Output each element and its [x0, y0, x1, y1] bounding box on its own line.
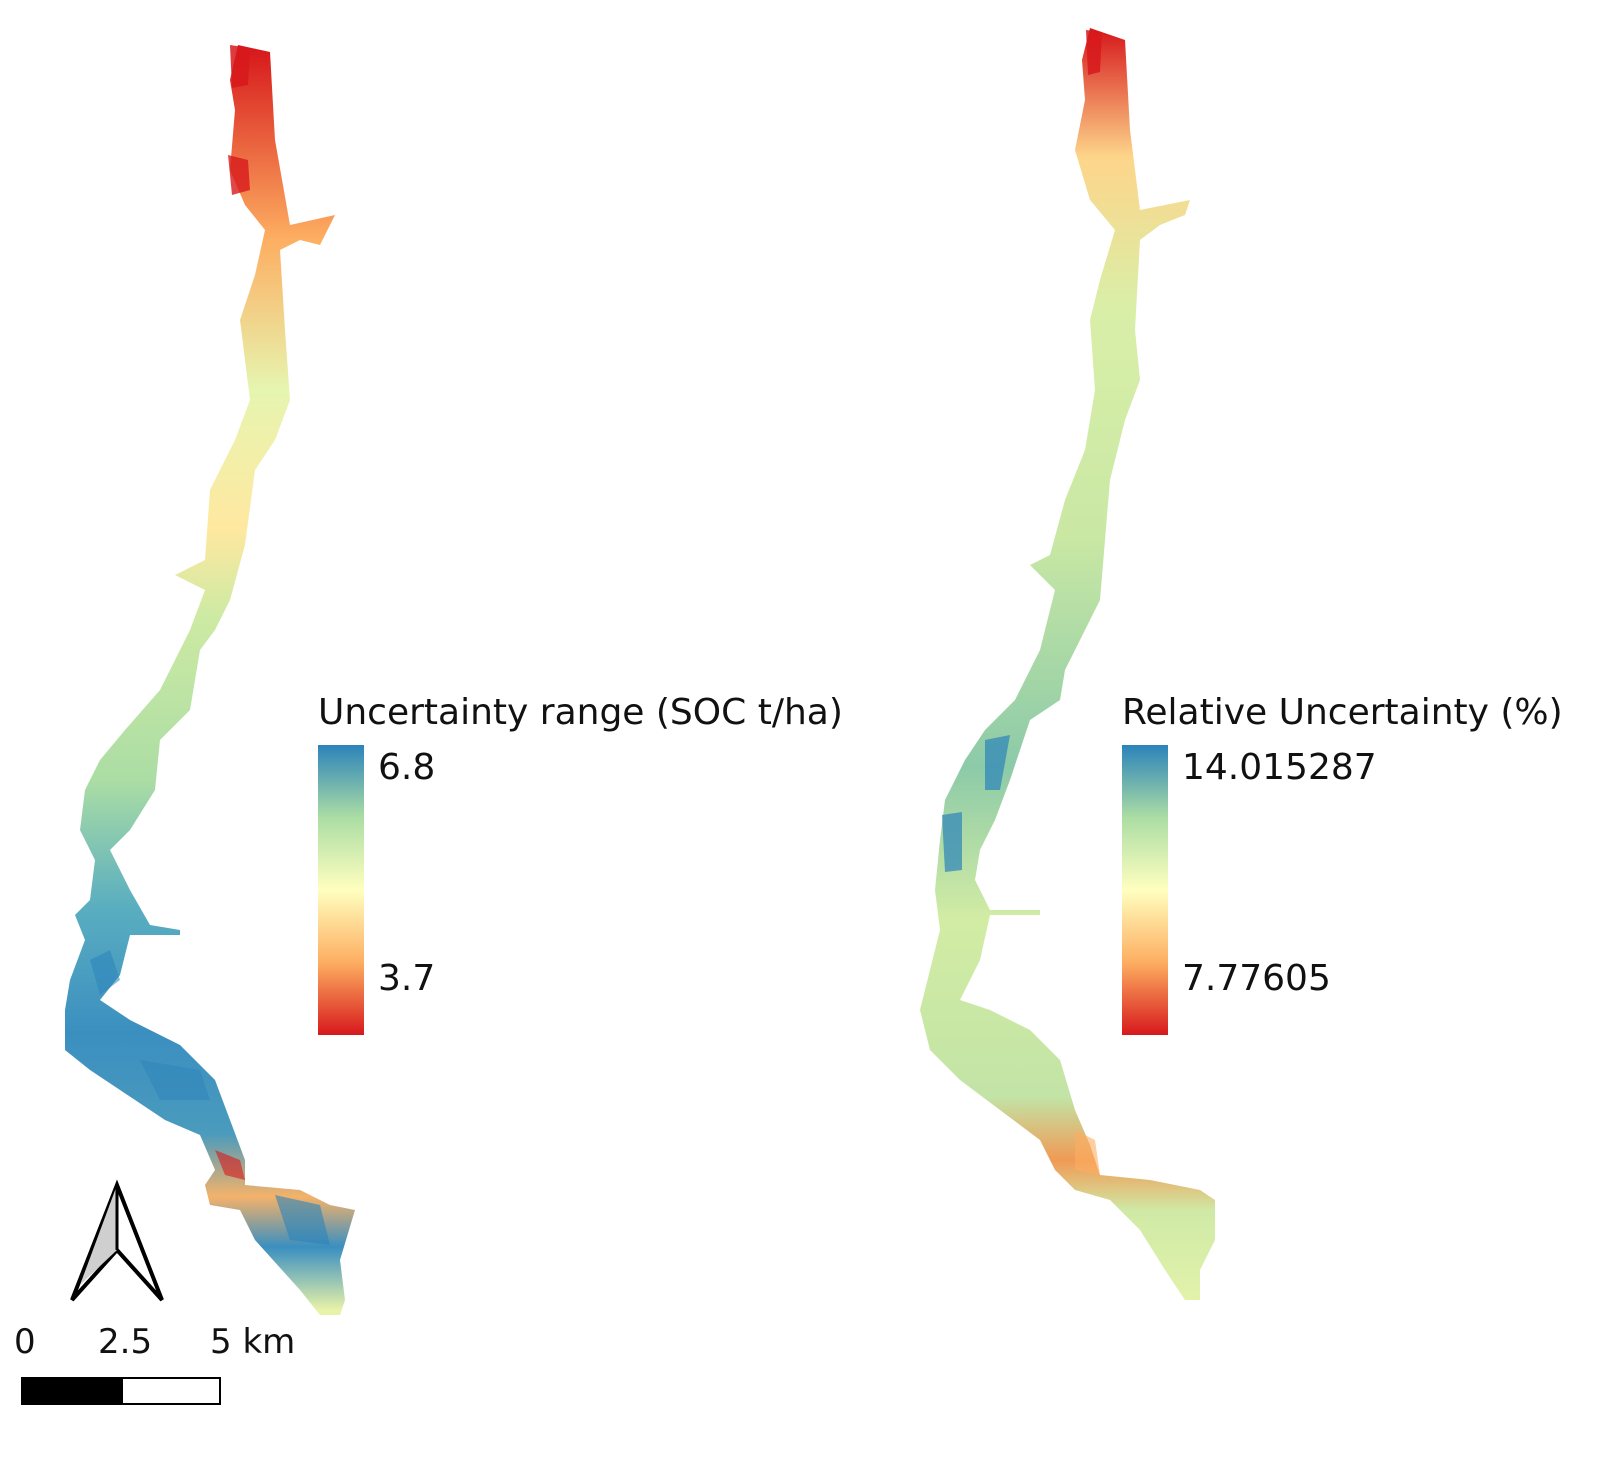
left-legend-min: 3.7	[378, 958, 436, 999]
left-legend-max: 6.8	[378, 747, 436, 788]
right-legend-max: 14.015287	[1182, 747, 1377, 788]
scale-label-mid: 2.5	[98, 1322, 153, 1362]
left-legend-title: Uncertainty range (SOC t/ha)	[318, 692, 843, 733]
scale-label-zero: 0	[14, 1322, 36, 1362]
right-legend-title: Relative Uncertainty (%)	[1122, 692, 1563, 733]
scale-label-end: 5 km	[210, 1322, 296, 1362]
left-legend-ramp	[318, 745, 364, 1035]
scale-bar	[21, 1377, 221, 1405]
left-map-raster	[65, 45, 355, 1315]
right-legend-min: 7.77605	[1182, 958, 1331, 999]
north-arrow-icon	[70, 1179, 164, 1302]
right-legend-ramp	[1122, 745, 1168, 1035]
right-map-raster	[920, 28, 1215, 1300]
